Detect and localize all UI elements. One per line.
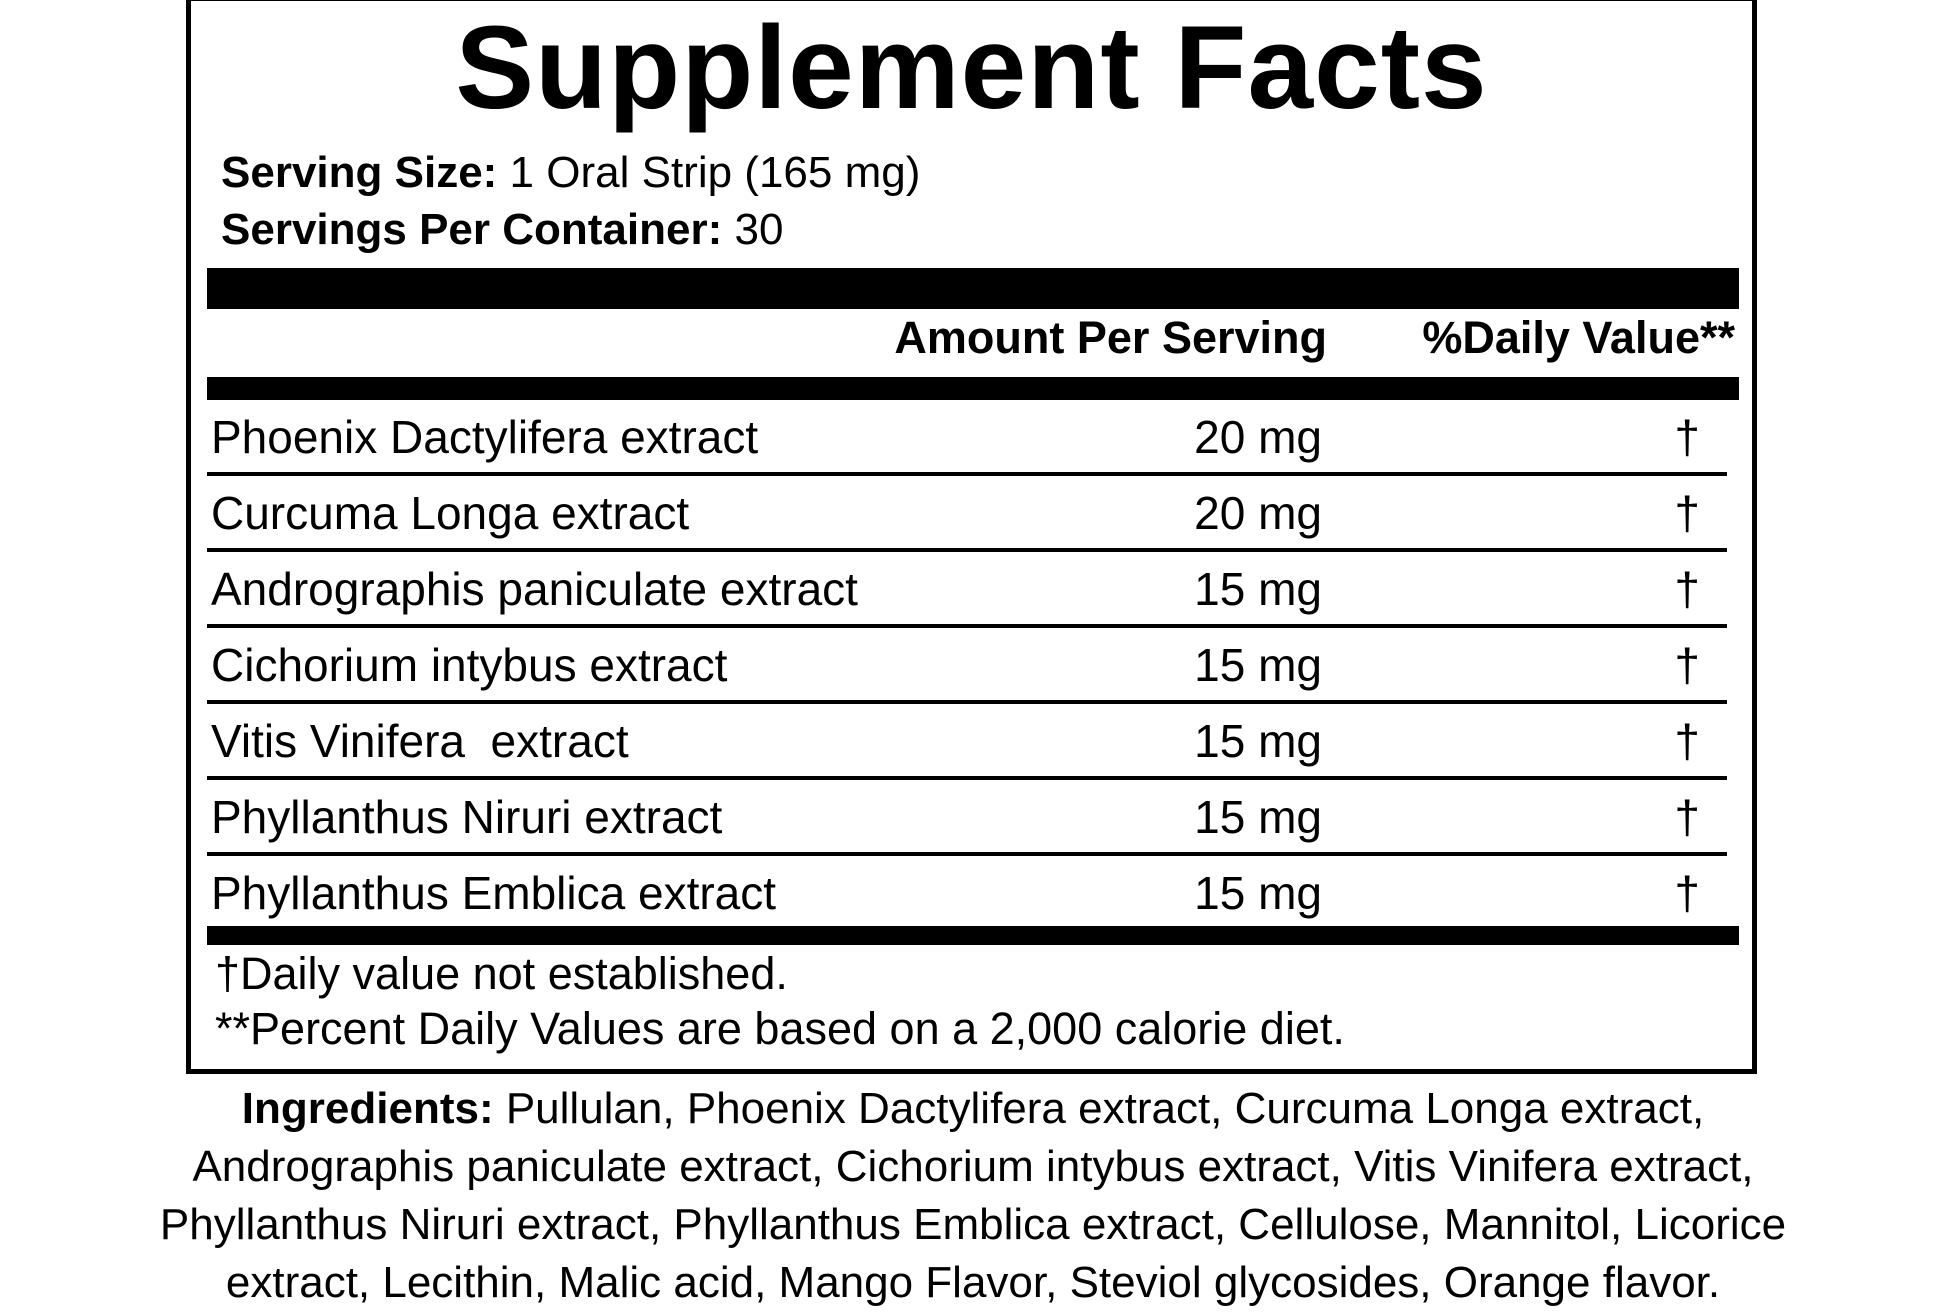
servings-per-container-value: 30: [734, 205, 784, 254]
serving-size-label: Serving Size:: [221, 148, 498, 197]
daily-value-header: %Daily Value**: [1422, 312, 1735, 363]
daily-value: †: [1674, 563, 1700, 615]
ingredient-amount: 15 mg: [1194, 715, 1322, 767]
thick-divider: [207, 926, 1739, 945]
daily-value: †: [1674, 791, 1700, 843]
thick-divider: [207, 268, 1739, 309]
ingredient-amount: 15 mg: [1194, 791, 1322, 843]
ingredient-name: Curcuma Longa extract: [211, 487, 690, 539]
ingredients-text: Pullulan, Phoenix Dactylifera extract, C…: [493, 1084, 1705, 1133]
ingredients-label: Ingredients:: [241, 1084, 494, 1133]
ingredients-list: Ingredients: Pullulan, Phoenix Dactylife…: [0, 1080, 1946, 1312]
ingredients-line: Ingredients: Pullulan, Phoenix Dactylife…: [0, 1080, 1946, 1138]
supplement-facts-panel: Supplement Facts Serving Size: 1 Oral St…: [186, 0, 1757, 1074]
table-row: Curcuma Longa extract 20 mg †: [207, 476, 1727, 552]
ingredient-amount: 15 mg: [1194, 639, 1322, 691]
daily-value: †: [1674, 411, 1700, 463]
table-row: Cichorium intybus extract 15 mg †: [207, 628, 1727, 704]
ingredient-name: Phyllanthus Niruri extract: [211, 791, 723, 843]
table-row: Phoenix Dactylifera extract 20 mg †: [207, 400, 1727, 476]
ingredient-name: Andrographis paniculate extract: [211, 563, 858, 615]
ingredient-amount: 15 mg: [1194, 867, 1322, 919]
ingredient-name: Phyllanthus Emblica extract: [211, 867, 777, 919]
ingredient-amount: 20 mg: [1194, 411, 1322, 463]
ingredient-amount: 15 mg: [1194, 563, 1322, 615]
amount-per-serving-header: Amount Per Serving: [894, 312, 1327, 363]
panel-title: Supplement Facts: [455, 2, 1488, 134]
ingredient-name: Phoenix Dactylifera extract: [211, 411, 759, 463]
table-row: Phyllanthus Niruri extract 15 mg †: [207, 780, 1727, 856]
ingredients-line: Phyllanthus Niruri extract, Phyllanthus …: [159, 1200, 1787, 1249]
servings-per-container-label: Servings Per Container:: [221, 205, 723, 254]
ingredients-line: Andrographis paniculate extract, Cichori…: [192, 1142, 1754, 1191]
table-row: Vitis Vinifera extract 15 mg †: [207, 704, 1727, 780]
table-row: Phyllanthus Emblica extract 15 mg †: [207, 856, 1727, 932]
footnote-percent-daily: **Percent Daily Values are based on a 2,…: [215, 1003, 1345, 1054]
thick-divider: [207, 377, 1739, 400]
daily-value: †: [1674, 639, 1700, 691]
ingredient-name: Vitis Vinifera extract: [211, 715, 629, 767]
ingredients-line: extract, Lecithin, Malic acid, Mango Fla…: [225, 1258, 1721, 1307]
table-row: Andrographis paniculate extract 15 mg †: [207, 552, 1727, 628]
daily-value: †: [1674, 715, 1700, 767]
serving-size: Serving Size: 1 Oral Strip (165 mg): [221, 148, 920, 198]
serving-size-value: 1 Oral Strip (165 mg): [509, 148, 921, 197]
ingredient-amount: 20 mg: [1194, 487, 1322, 539]
daily-value: †: [1674, 487, 1700, 539]
servings-per-container: Servings Per Container: 30: [221, 205, 783, 255]
daily-value: †: [1674, 867, 1700, 919]
footnote-daily-value: †Daily value not established.: [215, 948, 788, 999]
ingredient-name: Cichorium intybus extract: [211, 639, 728, 691]
